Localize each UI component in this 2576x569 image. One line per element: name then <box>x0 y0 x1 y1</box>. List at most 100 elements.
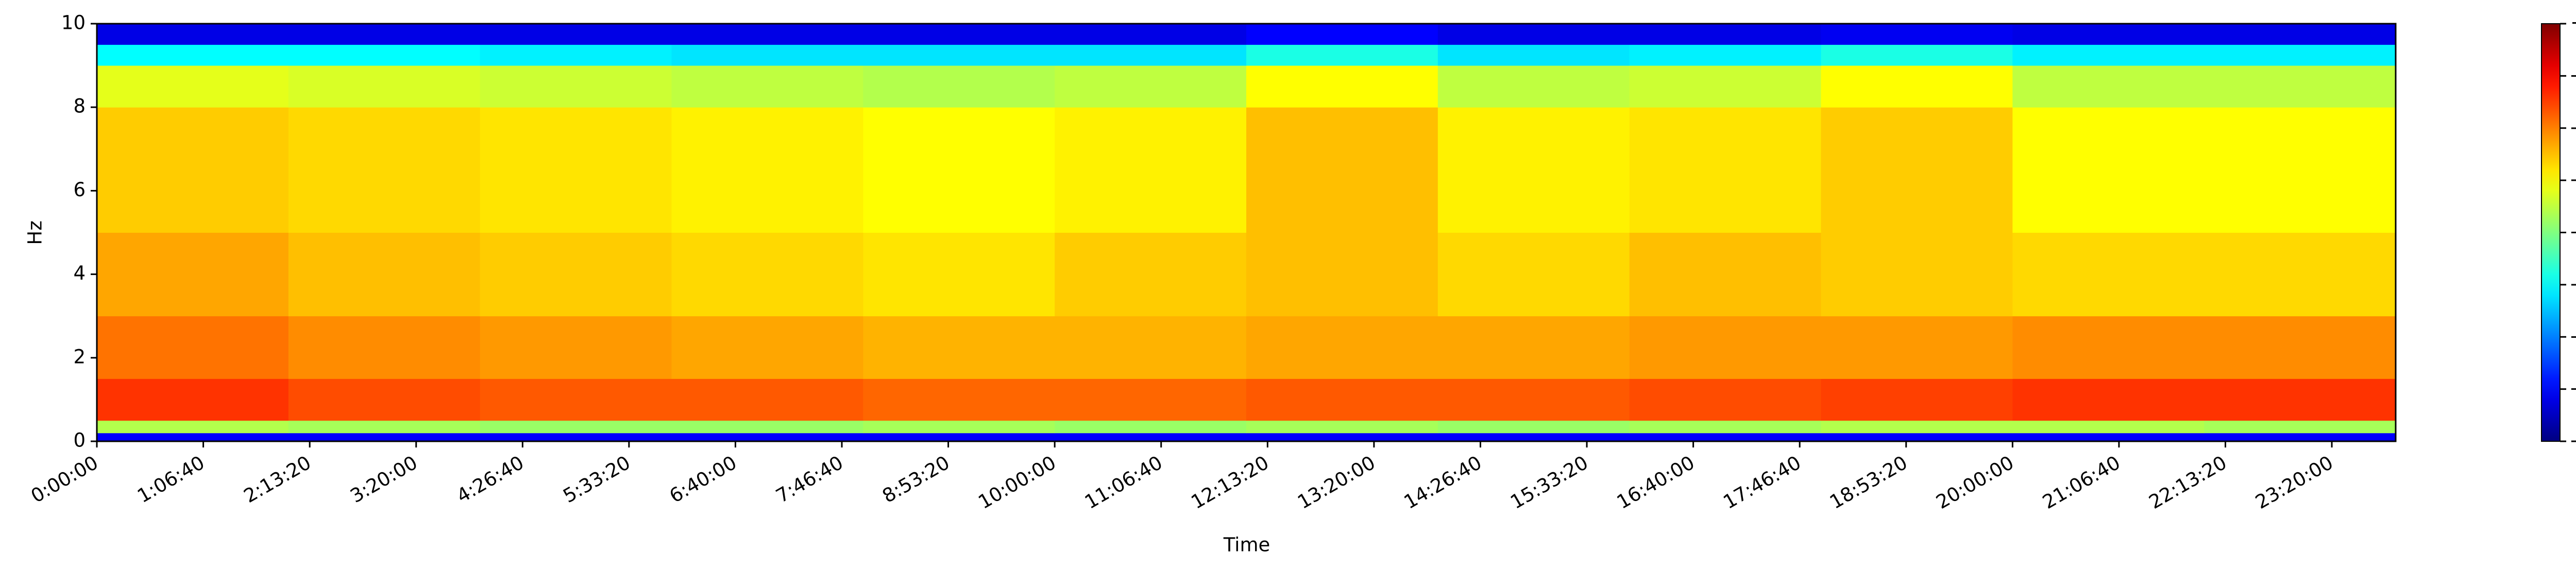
spectrogram-cell <box>1821 378 2013 421</box>
spectrogram-cell <box>671 65 863 108</box>
spectrogram-cell <box>1629 107 1821 233</box>
spectrogram-cell <box>1246 107 1438 233</box>
x-tick-label: 1:06:40 <box>133 452 208 508</box>
spectrogram-cell <box>2204 24 2396 45</box>
spectrogram-cell <box>1055 378 1247 421</box>
x-tick-label: 5:33:20 <box>560 452 634 508</box>
spectrogram-cell <box>97 378 289 421</box>
spectrogram-cell <box>480 65 672 108</box>
y-axis-label: Hz <box>24 220 46 245</box>
colorbar-tick-label: -60 dB <box>2570 325 2576 347</box>
spectrogram-cell <box>1437 420 1630 434</box>
spectrogram-cell <box>863 316 1055 379</box>
spectrogram-cell <box>2012 378 2205 421</box>
x-tick-label: 2:13:20 <box>240 452 315 508</box>
spectrogram-cell <box>97 65 289 108</box>
x-tick-label: 6:40:00 <box>666 452 740 508</box>
spectrogram-cell <box>1055 232 1247 317</box>
spectrogram-cell <box>1055 420 1247 434</box>
spectrogram-cell <box>97 433 289 442</box>
spectrogram-cell <box>1437 107 1630 233</box>
x-tick-label: 10:00:00 <box>974 452 1059 513</box>
x-tick-label: 15:33:20 <box>1506 452 1591 513</box>
spectrogram-cell <box>1821 316 2013 379</box>
colorbar <box>2541 23 2561 442</box>
x-tick-label: 17:46:40 <box>1720 452 1805 513</box>
spectrogram-cell <box>1629 420 1821 434</box>
spectrogram-cell <box>2012 24 2205 45</box>
spectrogram-cell <box>2204 232 2396 317</box>
spectrogram-cell <box>671 107 863 233</box>
spectrogram-cell <box>288 316 481 379</box>
spectrogram-cell <box>1055 316 1247 379</box>
y-tick-label: 4 <box>73 262 86 284</box>
spectrogram-cell <box>2012 44 2205 66</box>
spectrogram-cell <box>2204 420 2396 434</box>
colorbar-tick-label: -30 dB <box>2570 168 2576 191</box>
colorbar-tick-label: -80 dB <box>2570 429 2576 452</box>
x-tick-label: 20:00:00 <box>1933 452 2018 513</box>
spectrogram-cell <box>97 316 289 379</box>
spectrogram-cell <box>1055 44 1247 66</box>
spectrogram-cell <box>1055 24 1247 45</box>
spectrogram-cell <box>863 65 1055 108</box>
spectrogram-cell <box>1629 378 1821 421</box>
spectrogram-cell <box>671 433 863 442</box>
spectrogram-cell <box>671 232 863 317</box>
x-tick-label: 13:20:00 <box>1294 452 1379 513</box>
spectrogram-cell <box>1629 65 1821 108</box>
spectrogram-cell <box>2012 65 2205 108</box>
spectrogram-cell <box>97 44 289 66</box>
spectrogram-cell <box>863 44 1055 66</box>
spectrogram-cell <box>1246 232 1438 317</box>
spectrogram-cell <box>1246 44 1438 66</box>
colorbar-tick-label: -40 dB <box>2570 220 2576 243</box>
spectrogram-cell <box>1437 232 1630 317</box>
spectrogram-cell <box>2204 65 2396 108</box>
spectrogram-cell <box>1246 420 1438 434</box>
spectrogram-cell <box>1821 65 2013 108</box>
plot-frame <box>96 23 2397 442</box>
spectrogram-cell <box>671 44 863 66</box>
spectrogram-cell <box>1246 433 1438 442</box>
colorbar-tick-label: +0 dB <box>2570 12 2576 34</box>
x-tick-label: 16:40:00 <box>1613 452 1698 513</box>
spectrogram-cell <box>863 107 1055 233</box>
x-tick-label: 21:06:40 <box>2039 452 2124 513</box>
colorbar-tick-label: -20 dB <box>2570 116 2576 138</box>
x-tick-label: 7:46:40 <box>772 452 847 508</box>
y-tick-label: 8 <box>73 95 86 117</box>
x-tick-label: 3:20:00 <box>346 452 421 508</box>
spectrogram-cell <box>480 232 672 317</box>
x-tick-label: 18:53:20 <box>1826 452 1911 513</box>
spectrogram-cell <box>671 378 863 421</box>
spectrogram-cell <box>288 378 481 421</box>
spectrogram-cell <box>288 433 481 442</box>
spectrogram-cell <box>1821 420 2013 434</box>
spectrogram-cell <box>2012 107 2205 233</box>
colorbar-tick-label: -10 dB <box>2570 64 2576 86</box>
spectrogram-cell <box>2204 433 2396 442</box>
spectrogram-cell <box>863 420 1055 434</box>
spectrogram-cell <box>480 24 672 45</box>
spectrogram-cell <box>1821 107 2013 233</box>
spectrogram-cell <box>1821 433 2013 442</box>
x-tick-label: 22:13:20 <box>2145 452 2230 513</box>
spectrogram-cell <box>671 420 863 434</box>
spectrogram-cell <box>480 107 672 233</box>
spectrogram-cell <box>480 433 672 442</box>
spectrogram-cell <box>480 316 672 379</box>
spectrogram-cell <box>2204 316 2396 379</box>
spectrogram-cell <box>863 232 1055 317</box>
spectrogram-cell <box>863 378 1055 421</box>
spectrogram-cell <box>1821 232 2013 317</box>
spectrogram-cell <box>1437 44 1630 66</box>
spectrogram-cell <box>2204 107 2396 233</box>
spectrogram-cell <box>97 232 289 317</box>
spectrogram-cell <box>1437 65 1630 108</box>
spectrogram-cell <box>1055 433 1247 442</box>
x-tick-label: 12:13:20 <box>1188 452 1273 513</box>
y-tick-label: 6 <box>73 179 86 201</box>
spectrogram-cell <box>2012 433 2205 442</box>
